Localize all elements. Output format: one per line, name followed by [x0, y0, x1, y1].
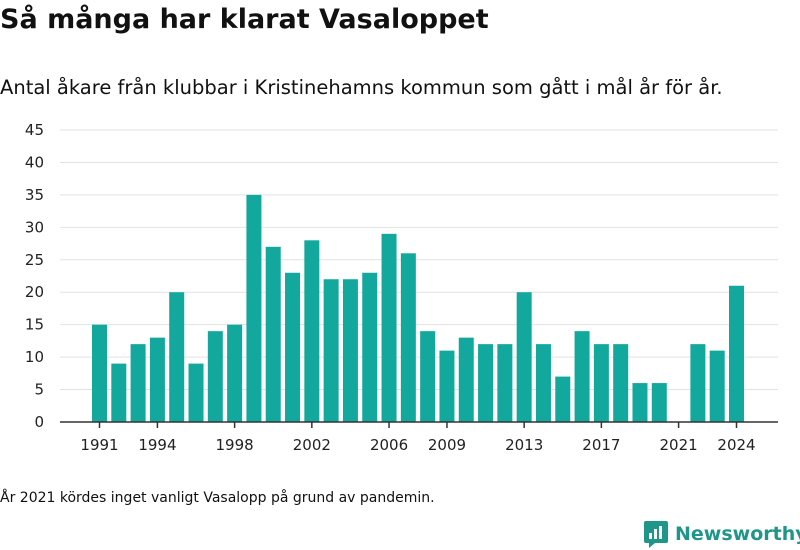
x-axis [60, 421, 778, 428]
bar-1991[interactable] [92, 324, 107, 422]
bar-2003[interactable] [323, 279, 339, 422]
y-tick-label: 35 [25, 186, 44, 204]
y-axis-labels: 0 5 10 15 20 25 30 35 40 45 [25, 121, 44, 431]
bar-2015[interactable] [555, 376, 571, 422]
y-tick-label: 15 [25, 316, 44, 334]
bar-2006[interactable] [381, 233, 397, 422]
x-tick-label: 1994 [138, 436, 176, 454]
y-tick-label: 30 [25, 218, 44, 236]
bar-1998[interactable] [227, 324, 243, 422]
newsworthy-logo[interactable]: Newsworthy [643, 518, 800, 550]
x-tick-label: 2017 [582, 436, 620, 454]
y-tick-label: 0 [34, 413, 44, 431]
newsworthy-icon [644, 521, 668, 548]
y-tick-label: 5 [34, 381, 44, 399]
bar-1999[interactable] [246, 194, 262, 422]
brand-name: Newsworthy [675, 523, 800, 545]
bar-chart: 0 5 10 15 20 25 30 35 40 45 1991 1994 1998 2002 2006 2… [25, 121, 778, 454]
bar-2008[interactable] [420, 331, 436, 422]
y-tick-label: 20 [25, 283, 44, 301]
bar-2004[interactable] [342, 279, 358, 422]
x-tick-label: 2006 [370, 436, 408, 454]
footnote: År 2021 kördes inget vanligt Vasalopp på… [0, 490, 435, 506]
y-tick-label: 10 [25, 348, 44, 366]
y-tick-label: 45 [25, 121, 44, 139]
x-tick-label: 1991 [80, 436, 118, 454]
chart-subtitle: Antal åkare från klubbar i Kristinehamns… [0, 76, 723, 99]
x-tick-label: 2024 [717, 436, 755, 454]
bar-2011[interactable] [478, 344, 494, 422]
bar-2020[interactable] [651, 383, 667, 422]
bar-2023[interactable] [709, 350, 725, 422]
bar-2016[interactable] [574, 331, 590, 422]
bar-2014[interactable] [535, 344, 551, 422]
bar-1995[interactable] [169, 292, 185, 422]
x-tick-label: 2002 [293, 436, 331, 454]
y-tick-label: 25 [25, 251, 44, 269]
bar-2012[interactable] [497, 344, 513, 422]
bar-1993[interactable] [130, 344, 146, 422]
x-tick-label: 1998 [216, 436, 254, 454]
bar-2024[interactable] [729, 285, 744, 422]
x-axis-labels: 1991 1994 1998 2002 2006 2009 2013 2017 2021 2024 [80, 436, 755, 454]
bar-1996[interactable] [188, 363, 204, 422]
bar-2005[interactable] [362, 272, 378, 422]
bar-2000[interactable] [265, 246, 281, 422]
x-tick-label: 2009 [428, 436, 466, 454]
bar-2009[interactable] [439, 350, 455, 422]
x-tick-label: 2013 [505, 436, 543, 454]
chart-title: Så många har klarat Vasaloppet [0, 4, 489, 35]
x-tick-label: 2021 [659, 436, 697, 454]
y-tick-label: 40 [25, 153, 44, 171]
bar-2013[interactable] [516, 292, 532, 422]
gridlines [60, 129, 778, 391]
bar-2022[interactable] [690, 344, 706, 422]
bars [92, 194, 744, 422]
bar-2018[interactable] [613, 344, 629, 422]
bar-2017[interactable] [593, 344, 609, 422]
bar-1997[interactable] [207, 331, 223, 422]
bar-2010[interactable] [458, 337, 474, 422]
bar-1992[interactable] [111, 363, 127, 422]
bar-2007[interactable] [400, 253, 416, 422]
bar-2002[interactable] [304, 240, 320, 422]
bar-2001[interactable] [285, 272, 301, 422]
bar-1994[interactable] [149, 337, 165, 422]
bar-2019[interactable] [632, 383, 648, 422]
